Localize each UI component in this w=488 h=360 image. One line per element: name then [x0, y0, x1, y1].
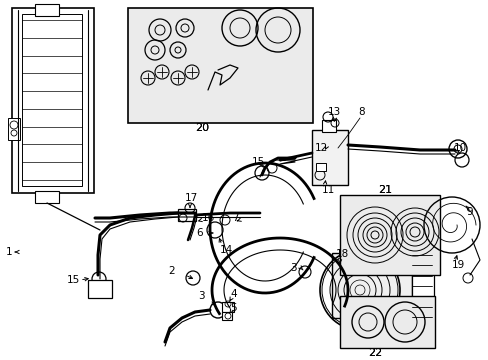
Bar	[88, 280, 112, 298]
Text: 8: 8	[357, 107, 364, 117]
Text: 15: 15	[251, 157, 264, 167]
Text: 12: 12	[314, 143, 327, 153]
Text: 3: 3	[289, 263, 296, 273]
Bar	[411, 255, 433, 317]
Text: 15: 15	[67, 275, 80, 285]
Text: 19: 19	[451, 260, 464, 270]
Text: 22: 22	[367, 348, 381, 358]
Text: 21: 21	[377, 185, 391, 195]
Text: 16: 16	[202, 213, 215, 223]
Text: 7: 7	[231, 213, 238, 223]
Text: 18: 18	[335, 249, 348, 259]
Text: 20: 20	[195, 123, 209, 133]
Text: 20: 20	[195, 123, 209, 133]
Text: 11: 11	[321, 185, 335, 195]
Text: 17: 17	[184, 193, 198, 203]
Bar	[311, 130, 347, 185]
Bar	[222, 312, 231, 320]
Text: 6: 6	[196, 228, 202, 238]
Text: 10: 10	[453, 143, 466, 153]
Bar	[12, 8, 94, 193]
Bar	[339, 195, 439, 275]
Text: 1: 1	[6, 247, 13, 257]
Bar	[22, 14, 82, 186]
Text: 3: 3	[198, 291, 204, 301]
Text: 4: 4	[229, 289, 236, 299]
Text: 2: 2	[168, 266, 174, 276]
Bar	[331, 253, 411, 318]
Bar	[8, 118, 20, 140]
Bar	[315, 163, 325, 171]
Bar	[222, 302, 234, 312]
Text: 22: 22	[367, 348, 381, 358]
Bar	[339, 296, 434, 348]
Text: 9: 9	[465, 207, 472, 217]
Text: 21: 21	[377, 185, 391, 195]
Text: 14: 14	[220, 245, 233, 255]
Bar	[35, 4, 59, 16]
Text: 13: 13	[327, 107, 341, 117]
Text: 5: 5	[229, 303, 236, 313]
Bar	[321, 120, 335, 132]
Bar	[334, 262, 346, 280]
Bar	[178, 209, 196, 221]
Bar	[35, 191, 59, 203]
Bar	[128, 8, 312, 123]
